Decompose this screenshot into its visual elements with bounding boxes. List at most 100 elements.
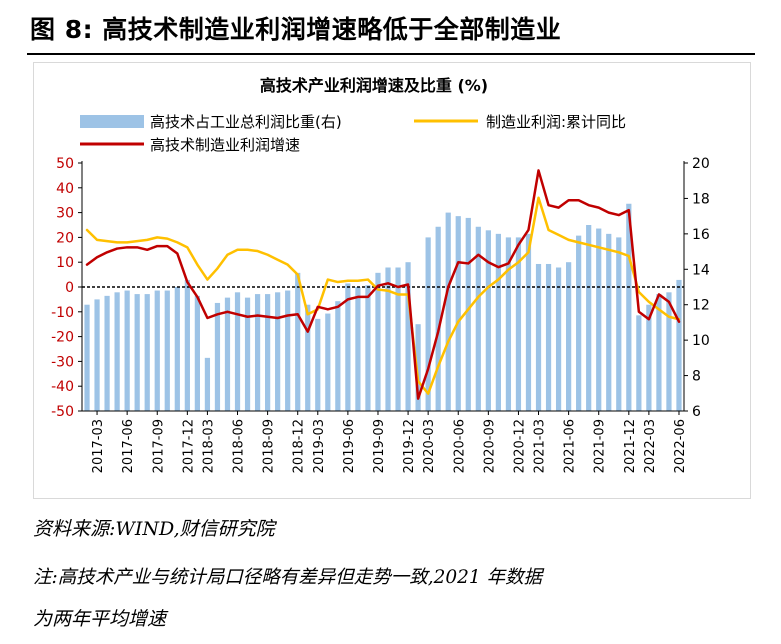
x-tick-label: 2020-03 bbox=[422, 419, 437, 473]
x-tick-label: 2022-03 bbox=[643, 419, 658, 473]
bar-share-2021-02 bbox=[525, 233, 532, 411]
bar-share-2021-08 bbox=[586, 225, 592, 411]
bar-share-2018-05 bbox=[224, 297, 231, 411]
bar-share-2021-06 bbox=[566, 262, 572, 411]
x-tick-label: 2019-06 bbox=[342, 419, 357, 473]
left-tick-label: 10 bbox=[56, 255, 74, 271]
chart-title: 高技术产业利润增速及比重 (%) bbox=[260, 76, 488, 95]
bar-share-2017-12 bbox=[184, 279, 190, 411]
bar-share-2019-09 bbox=[375, 272, 381, 411]
bar-share-2017-05 bbox=[114, 292, 120, 411]
x-tick-label: 2021-03 bbox=[533, 419, 548, 473]
figure-title: 图 8: 高技术制造业利润增速略低于全部制造业 bbox=[30, 15, 562, 44]
bar-share-2021-07 bbox=[576, 235, 582, 411]
legend-label-bars: 高技术占工业总利润比重(右) bbox=[150, 113, 342, 131]
bar-share-2019-04 bbox=[325, 313, 331, 411]
x-tick-label: 2018-03 bbox=[201, 419, 216, 473]
left-tick-label: -20 bbox=[51, 330, 74, 346]
source-note: 资料来源:WIND,财信研究院 bbox=[33, 518, 275, 540]
bar-share-2018-08 bbox=[254, 294, 261, 411]
chart-svg: 高技术产业利润增速及比重 (%) 高技术占工业总利润比重(右) 制造业利润:累计… bbox=[51, 76, 710, 473]
line-hightech-profit bbox=[85, 169, 681, 400]
bar-share-2019-08 bbox=[365, 285, 371, 411]
chart-frame: 高技术产业利润增速及比重 (%) 高技术占工业总利润比重(右) 制造业利润:累计… bbox=[33, 62, 751, 499]
left-tick-label: 20 bbox=[56, 230, 74, 246]
bar-share-2018-06 bbox=[234, 292, 241, 411]
right-tick-label: 20 bbox=[692, 156, 710, 172]
left-tick-label: 0 bbox=[65, 280, 74, 296]
bar-share-2019-12 bbox=[405, 262, 411, 411]
right-tick-label: 12 bbox=[692, 298, 710, 314]
bar-share-2017-07 bbox=[134, 294, 140, 411]
bar-share-2017-03 bbox=[94, 299, 100, 411]
bar-share-2019-07 bbox=[355, 287, 361, 411]
bar-share-2022-04 bbox=[656, 294, 662, 411]
bar-share-2017-08 bbox=[144, 294, 150, 411]
bars-layer bbox=[84, 203, 682, 411]
x-tick-label: 2017-06 bbox=[121, 419, 136, 473]
bar-share-2017-06 bbox=[124, 290, 130, 411]
x-tick-label: 2019-12 bbox=[402, 419, 417, 473]
bar-share-2020-03 bbox=[425, 237, 431, 411]
bar-share-2022-03 bbox=[646, 304, 652, 411]
legend-label-red: 高技术制造业利润增速 bbox=[150, 136, 300, 154]
bar-share-2022-06 bbox=[676, 279, 682, 411]
x-tick-label: 2021-12 bbox=[623, 419, 638, 473]
x-tick-label: 2019-03 bbox=[312, 419, 327, 473]
bar-share-2020-06 bbox=[455, 216, 461, 411]
x-tick-label: 2020-06 bbox=[452, 419, 467, 473]
bar-share-2020-11 bbox=[505, 237, 512, 411]
bar-share-2018-02 bbox=[194, 295, 200, 411]
bar-share-2021-03 bbox=[535, 263, 542, 411]
x-tick-label: 2018-09 bbox=[262, 419, 277, 473]
x-tick-label: 2021-09 bbox=[593, 419, 608, 473]
bar-share-2018-11 bbox=[285, 290, 291, 411]
bar-share-2017-10 bbox=[164, 290, 170, 411]
bar-share-2017-04 bbox=[104, 295, 110, 411]
right-tick-label: 16 bbox=[692, 227, 710, 243]
bar-share-2022-02 bbox=[636, 315, 642, 411]
left-tick-label: 40 bbox=[56, 181, 74, 197]
bar-share-2019-06 bbox=[345, 283, 351, 411]
x-tick-label: 2020-09 bbox=[482, 419, 497, 473]
left-tick-label: 50 bbox=[56, 156, 74, 172]
bar-share-2020-10 bbox=[495, 233, 501, 411]
bar-share-2022-05 bbox=[666, 292, 672, 411]
bar-share-2018-03 bbox=[204, 357, 211, 411]
x-tick-label: 2017-09 bbox=[151, 419, 166, 473]
bar-share-2021-10 bbox=[606, 233, 612, 411]
axes-layer: 50 40 30 20 10 0 -10 -20 -30 -40 -50 20 18 16 14 12 10 8 6… bbox=[51, 156, 710, 473]
left-tick-label: -40 bbox=[51, 379, 74, 395]
x-tick-label: 2018-12 bbox=[292, 419, 307, 473]
bar-share-2020-12 bbox=[515, 237, 522, 411]
bar-share-2017-02 bbox=[84, 304, 90, 411]
legend: 高技术占工业总利润比重(右) 制造业利润:累计同比 高技术制造业利润增速 bbox=[80, 113, 626, 154]
bar-share-2017-11 bbox=[174, 287, 180, 411]
title-rule bbox=[27, 53, 755, 55]
bar-share-2021-11 bbox=[616, 237, 622, 411]
left-tick-label: 30 bbox=[56, 206, 74, 222]
bar-share-2018-07 bbox=[244, 297, 251, 411]
x-tick-label: 2018-06 bbox=[232, 419, 247, 473]
bar-share-2020-05 bbox=[445, 212, 451, 411]
right-tick-label: 6 bbox=[692, 404, 701, 420]
right-tick-label: 18 bbox=[692, 191, 710, 207]
bar-share-2021-04 bbox=[545, 263, 552, 411]
bar-share-2018-10 bbox=[275, 292, 281, 411]
bar-share-2020-08 bbox=[475, 226, 481, 411]
footnote-line-1: 注:高技术产业与统计局口径略有差异但走势一致,2021 年数据 bbox=[33, 567, 543, 588]
left-tick-label: -50 bbox=[51, 404, 74, 420]
left-tick-label: -30 bbox=[51, 354, 74, 370]
x-tick-label: 2019-09 bbox=[372, 419, 387, 473]
bar-share-2021-09 bbox=[596, 228, 602, 411]
bar-share-2018-09 bbox=[265, 294, 271, 411]
bar-share-2020-04 bbox=[435, 226, 441, 411]
bar-share-2019-03 bbox=[315, 318, 321, 411]
left-tick-label: -10 bbox=[51, 305, 74, 321]
x-tick-label: 2017-12 bbox=[181, 419, 196, 473]
x-tick-label: 2017-03 bbox=[91, 419, 106, 473]
bar-share-2019-11 bbox=[395, 267, 401, 411]
bar-share-2021-05 bbox=[555, 267, 562, 411]
legend-label-yellow: 制造业利润:累计同比 bbox=[486, 113, 626, 131]
right-tick-label: 10 bbox=[692, 333, 710, 349]
